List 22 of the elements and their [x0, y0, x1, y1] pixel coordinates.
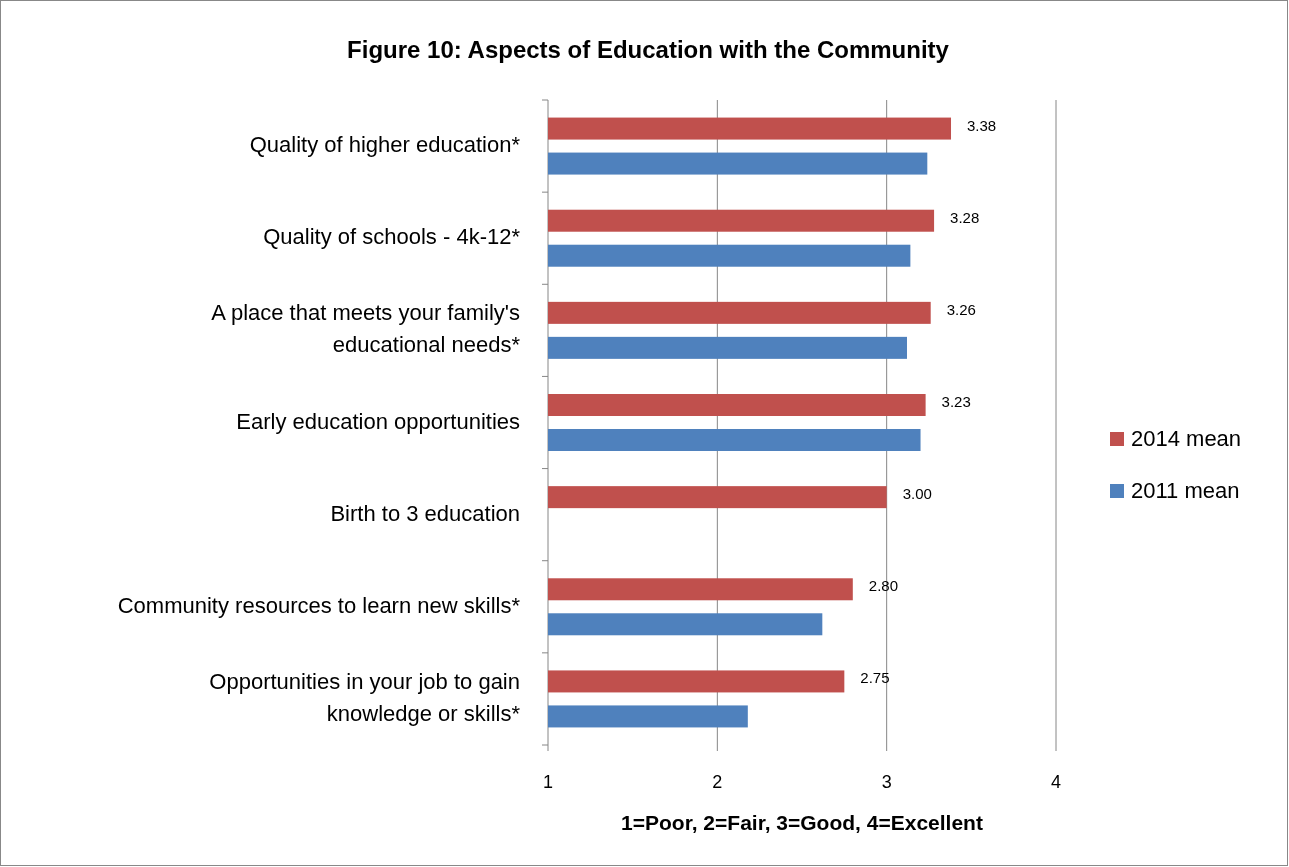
x-tick-label: 1	[542, 772, 554, 792]
y-tick-label: Community resources to learn new skills*	[117, 592, 521, 618]
y-tick-label: Birth to 3 education	[330, 500, 520, 526]
x-tick-label: 4	[1050, 772, 1062, 792]
legend-label: 2014 mean	[1131, 425, 1242, 451]
y-tick-label: A place that meets your family's educational needs*	[211, 300, 521, 358]
chart-title: Figure 10: Aspects of Education with the Community	[347, 36, 950, 63]
legend-label: 2011 mean	[1131, 477, 1240, 503]
data-label: 3.00	[902, 485, 932, 503]
data-label: 2.80	[868, 577, 898, 595]
y-tick-label: Early education opportunities	[236, 408, 520, 434]
data-label: 3.38	[967, 116, 997, 134]
data-label: 2.75	[860, 669, 890, 687]
data-label: 3.23	[941, 392, 971, 410]
data-label: 3.28	[950, 208, 980, 226]
y-tick-label: Quality of higher education*	[249, 131, 521, 157]
data-label: 3.26	[946, 300, 976, 318]
x-tick-label: 2	[712, 772, 723, 792]
y-tick-label: Quality of schools - 4k-12*	[263, 224, 521, 250]
x-tick-label: 3	[881, 772, 892, 792]
y-tick-label: Opportunities in your job to gain knowledge or skills*	[209, 668, 521, 726]
x-axis-title: 1=Poor, 2=Fair, 3=Good, 4=Excellent	[621, 811, 983, 834]
